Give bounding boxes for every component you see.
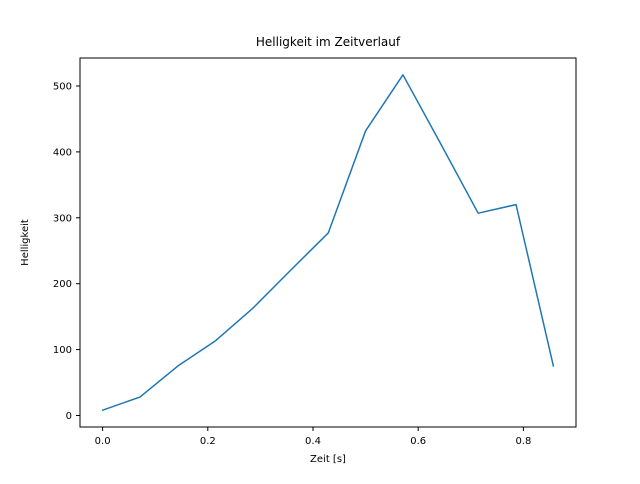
x-axis-label: Zeit [s]: [310, 454, 346, 465]
data-line: [101, 74, 555, 411]
x-tick-label: 0.6: [410, 436, 426, 447]
y-tick-label: 300: [53, 213, 72, 224]
x-tick-label: 0.2: [200, 436, 216, 447]
x-tick-label: 0.8: [515, 436, 531, 447]
y-tick-label: 0: [66, 411, 72, 422]
x-tick-label: 0.0: [95, 436, 111, 447]
x-axis-ticks: 0.0 0.2 0.4 0.6 0.8: [95, 427, 531, 447]
chart-title: Helligkeit im Zeitverlauf: [256, 35, 401, 49]
y-tick-label: 400: [53, 147, 72, 158]
y-tick-label: 500: [53, 82, 72, 93]
y-tick-label: 200: [53, 279, 72, 290]
y-tick-label: 100: [53, 345, 72, 356]
y-axis-ticks: 0 100 200 300 400 500: [53, 82, 80, 422]
x-tick-label: 0.4: [305, 436, 321, 447]
data-series: [101, 74, 555, 411]
y-axis-label: Helligkeit: [20, 219, 31, 266]
plot-area: [79, 57, 577, 428]
